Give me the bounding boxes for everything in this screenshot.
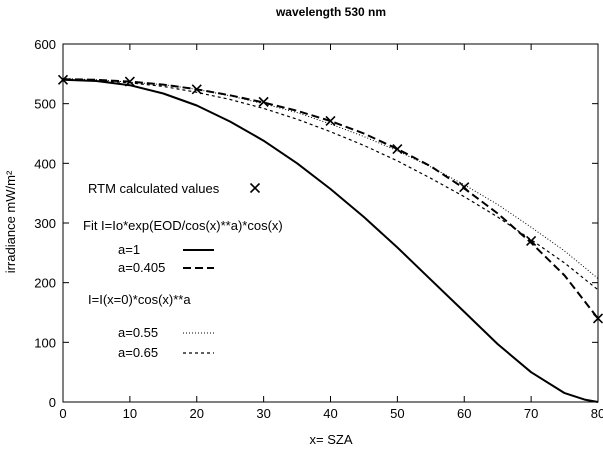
data-point <box>392 143 403 155</box>
data-point <box>191 84 202 95</box>
legend-label-rtm: RTM calculated values <box>88 181 220 196</box>
x-tick-label: 70 <box>524 406 538 421</box>
y-tick-label: 600 <box>34 37 56 52</box>
x-tick-label: 30 <box>256 406 270 421</box>
x-axis-title: x= SZA <box>310 432 353 447</box>
y-tick-label: 300 <box>34 216 56 231</box>
data-point <box>592 313 603 324</box>
y-tick-label: 100 <box>34 335 56 350</box>
x-tick-label: 20 <box>190 406 204 421</box>
legend-marker-rtm <box>249 182 261 194</box>
x-tick-label: 40 <box>323 406 337 421</box>
legend-header-power: I=I(x=0)*cos(x)**a <box>88 292 191 307</box>
data-point <box>325 115 336 127</box>
data-point <box>124 76 135 87</box>
series-line-a-0-405 <box>62 78 599 320</box>
legend-label-a065: a=0.65 <box>118 345 158 360</box>
x-tick-label: 60 <box>457 406 471 421</box>
series-line-a-0-55 <box>62 78 599 279</box>
x-tick-label: 0 <box>59 406 66 421</box>
y-tick-label: 500 <box>34 97 56 112</box>
x-tick-label: 50 <box>390 406 404 421</box>
data-point <box>258 96 269 107</box>
axes: 0 10 20 30 40 50 60 70 80 0 100 200 300 400 500 600 <box>34 37 603 421</box>
legend-label-a055: a=0.55 <box>118 325 158 340</box>
legend-label-a1: a=1 <box>118 242 140 257</box>
data-point <box>57 74 69 85</box>
y-tick-label: 200 <box>34 276 56 291</box>
x-tick-label: 80 <box>591 406 603 421</box>
chart-title: wavelength 530 nm <box>275 5 386 19</box>
data-point <box>459 182 470 193</box>
series-markers <box>57 74 603 324</box>
series-line-a-1 <box>62 78 599 403</box>
y-tick-label: 0 <box>49 395 56 410</box>
data-point <box>526 235 537 246</box>
y-tick-label: 400 <box>34 156 56 171</box>
legend-header-fit: Fit I=Io*exp(EOD/cos(x)**a)*cos(x) <box>83 218 283 233</box>
legend: RTM calculated values Fit I=Io*exp(EOD/co… <box>83 181 283 360</box>
series-line-a-0-65 <box>62 78 599 291</box>
x-tick-label: 10 <box>123 406 137 421</box>
y-axis-title: irradiance mW/m² <box>3 170 18 273</box>
legend-label-a0405: a=0.405 <box>118 260 165 275</box>
